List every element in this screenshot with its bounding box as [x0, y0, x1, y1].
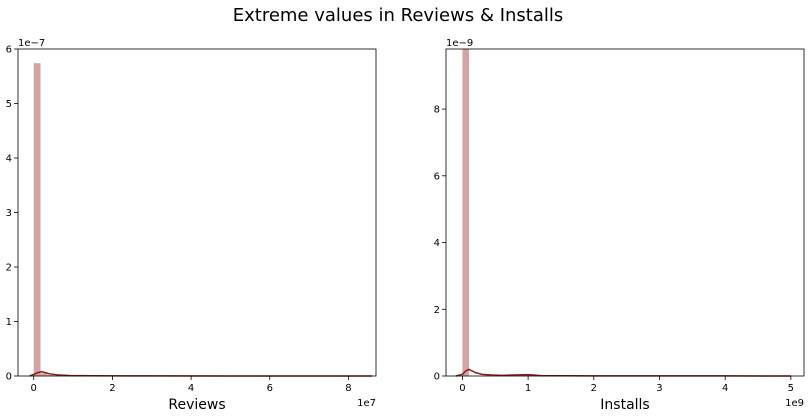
installs-x-tick-label: 4 [722, 383, 728, 394]
reviews-y-tick-label: 1 [6, 317, 12, 328]
installs-x-tick-label: 1 [525, 383, 531, 394]
installs-x-axis-label: Installs [600, 397, 649, 413]
installs-y-tick-label: 2 [434, 305, 440, 316]
installs-bar [462, 49, 469, 376]
installs-axes-frame [445, 48, 805, 377]
reviews-x-tick-label: 6 [267, 383, 273, 394]
reviews-bar [33, 63, 41, 377]
reviews-kde-line [29, 370, 373, 377]
installs-y-tick-label: 0 [434, 372, 440, 383]
reviews-y-tick-label: 3 [6, 208, 12, 219]
installs-x-tick-label: 2 [591, 383, 597, 394]
installs-y-tick-label: 8 [434, 105, 440, 116]
installs-histogram: 0 1 2 3 4 5 0 2 4 6 8 Installs 1e9 1e−9 [434, 38, 805, 413]
reviews-y-tick-label: 5 [6, 99, 12, 110]
reviews-y-offset-label: 1e−7 [18, 38, 45, 49]
reviews-x-tick-label: 8 [345, 383, 351, 394]
reviews-x-axis-label: Reviews [168, 397, 225, 413]
reviews-bar [47, 374, 55, 376]
installs-y-tick-label: 6 [434, 171, 440, 182]
reviews-y-tick-label: 6 [6, 45, 12, 56]
reviews-y-tick-label: 4 [6, 154, 12, 165]
reviews-axes-frame [17, 48, 377, 377]
installs-x-offset-label: 1e9 [785, 398, 804, 409]
reviews-y-tick-label: 2 [6, 263, 12, 274]
reviews-bar [40, 373, 48, 376]
reviews-y-tick-label: 0 [6, 372, 12, 383]
reviews-x-tick-label: 0 [31, 383, 37, 394]
reviews-x-tick-label: 2 [109, 383, 115, 394]
installs-kde-line [455, 368, 791, 377]
reviews-x-offset-label: 1e7 [357, 398, 376, 409]
installs-x-tick-label: 5 [788, 383, 794, 394]
installs-y-offset-label: 1e−9 [446, 38, 473, 49]
installs-y-tick-label: 4 [434, 238, 440, 249]
installs-x-tick-label: 0 [459, 383, 465, 394]
figure-title: Extreme values in Reviews & Installs [233, 5, 564, 26]
reviews-x-tick-label: 4 [188, 383, 194, 394]
reviews-histogram: 0 2 4 6 8 0 1 2 3 4 5 6 Reviews 1e7 1e−7 [6, 38, 377, 413]
installs-x-tick-label: 3 [656, 383, 662, 394]
